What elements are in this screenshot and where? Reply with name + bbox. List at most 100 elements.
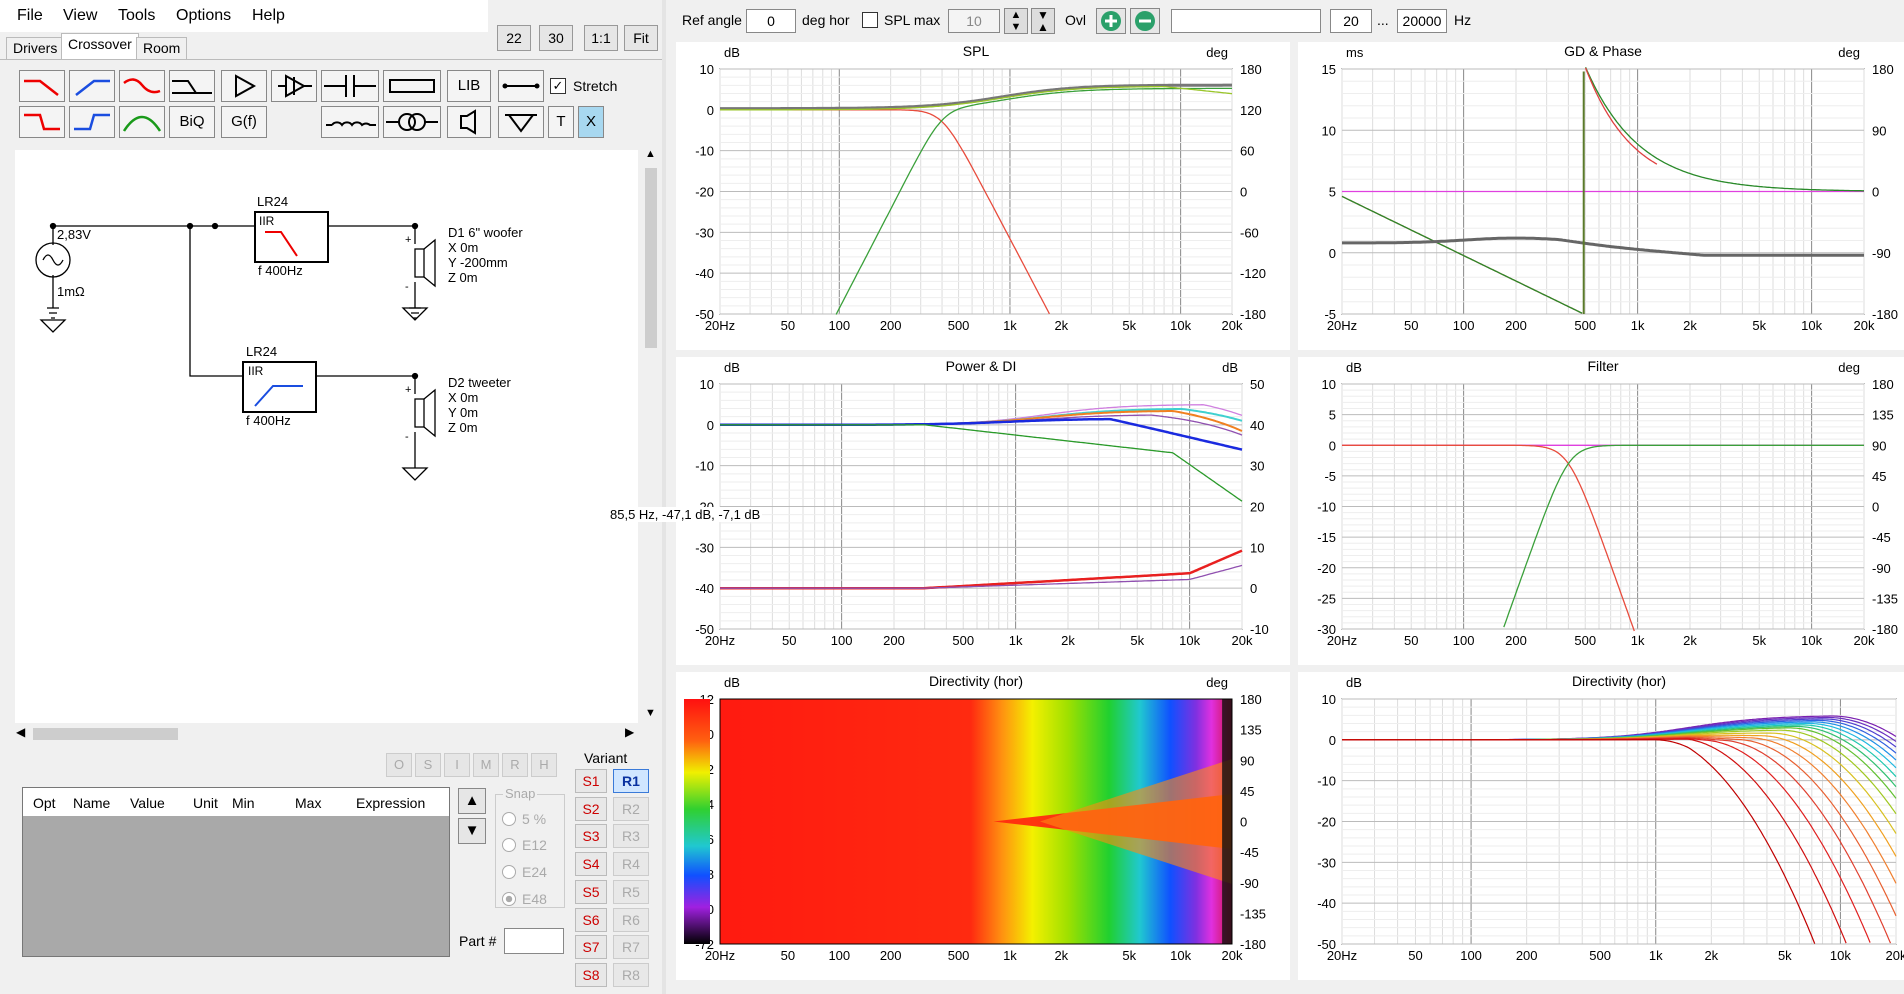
speaker-icon[interactable] (447, 106, 491, 138)
variant-s1-button[interactable]: S1 (575, 769, 607, 793)
zoom-fit-icon[interactable]: ▼ ▲ (1031, 8, 1055, 34)
biquad-button[interactable]: BiQ (169, 106, 215, 138)
resistor-icon[interactable] (383, 70, 441, 102)
opt-m-button[interactable]: M (473, 753, 499, 777)
library-button[interactable]: LIB (447, 70, 491, 102)
x-tick-label: 10k (1179, 633, 1200, 648)
vertical-scrollbar[interactable]: ▲ ▼ (642, 148, 660, 723)
variant-s7-button[interactable]: S7 (575, 935, 607, 960)
freq-min-input[interactable]: 20 (1330, 9, 1372, 33)
add-overlay-icon[interactable] (1096, 8, 1126, 34)
spl-graph[interactable]: 10 0 -10 -20 -30 -40 -50 180 120 60 0 -60 -120 -180 20… (676, 42, 1290, 350)
overlay-name-input[interactable] (1171, 9, 1321, 33)
variant-r6-button[interactable]: R6 (613, 907, 649, 932)
y-tick-label: -5 (1324, 307, 1336, 322)
variant-r1-button[interactable]: R1 (613, 769, 649, 793)
variant-s4-button[interactable]: S4 (575, 852, 607, 877)
spl-max-input[interactable]: 10 (948, 9, 1000, 33)
variant-s8-button[interactable]: S8 (575, 962, 607, 987)
menu-help[interactable]: Help (252, 7, 285, 24)
transformer-icon[interactable] (383, 106, 441, 138)
snap-e24-radio[interactable]: E24 (502, 864, 547, 880)
opt-s-button[interactable]: S (415, 753, 441, 777)
variant-r7-button[interactable]: R7 (613, 935, 649, 960)
y2-tick-label: 45 (1240, 784, 1254, 799)
view-30-button[interactable]: 30 (539, 25, 573, 51)
horizontal-scrollbar[interactable]: ◀ ▶ (15, 725, 640, 743)
menu-file[interactable]: File (17, 7, 43, 24)
remove-overlay-icon[interactable] (1130, 8, 1160, 34)
lowpass-curve-icon[interactable] (119, 70, 165, 102)
transfer-function-button[interactable]: G(f) (221, 106, 267, 138)
capacitor-icon[interactable] (321, 70, 379, 102)
tab-room[interactable]: Room (136, 37, 188, 59)
schematic-canvas[interactable]: + - + - 2,83V 1mΩ LR24 IIR f 400Hz LR24 … (15, 150, 640, 723)
filter2-freq[interactable]: f 400Hz (246, 413, 291, 428)
freq-max-input[interactable]: 20000 (1397, 9, 1447, 33)
opt-o-button[interactable]: O (386, 753, 412, 777)
graph-title: GD & Phase (1564, 43, 1642, 59)
y-tick-label: 10 (1322, 692, 1336, 707)
y-tick-label: 10 (700, 377, 714, 392)
lowpass-icon[interactable] (19, 70, 65, 102)
move-up-button[interactable]: ▲ (458, 788, 486, 814)
view-1to1-button[interactable]: 1:1 (584, 25, 618, 51)
filter1-freq[interactable]: f 400Hz (258, 263, 303, 278)
power-di-graph[interactable]: 100-10-20-30-40-5050403020100-1020Hz5010… (676, 357, 1290, 665)
variant-r3-button[interactable]: R3 (613, 824, 649, 849)
inductor-icon[interactable] (321, 106, 379, 138)
spl-max-checkbox[interactable] (862, 12, 878, 28)
directivity-curves-graph[interactable]: 10 0 -10 -20 -30 -40 -50 20Hz 50 100 200 500 1k 2k 5k 1… (1298, 672, 1904, 980)
variant-r4-button[interactable]: R4 (613, 852, 649, 877)
variant-r8-button[interactable]: R8 (613, 962, 649, 987)
y2-tick-label: 180 (1872, 377, 1894, 392)
variant-r5-button[interactable]: R5 (613, 879, 649, 904)
snap-5pct-radio[interactable]: 5 % (502, 811, 546, 827)
y2-tick-label: 10 (1250, 540, 1264, 555)
snap-e48-radio[interactable]: E48 (502, 891, 547, 907)
opt-i-button[interactable]: I (444, 753, 470, 777)
wire-icon[interactable] (498, 70, 544, 102)
variant-s6-button[interactable]: S6 (575, 907, 607, 932)
buffer-icon[interactable] (271, 70, 317, 102)
move-down-button[interactable]: ▼ (458, 818, 486, 844)
highpass-icon[interactable] (69, 70, 115, 102)
view-fit-button[interactable]: Fit (624, 25, 658, 51)
y-tick-label: -10 (695, 144, 714, 159)
variant-s2-button[interactable]: S2 (575, 796, 607, 821)
driver1-label[interactable]: D1 6" woofer X 0m Y -200mm Z 0m (448, 225, 523, 285)
view-22-button[interactable]: 22 (497, 25, 531, 51)
variant-s3-button[interactable]: S3 (575, 824, 607, 849)
variant-r2-button[interactable]: R2 (613, 796, 649, 821)
spl-spin-icon[interactable]: ▲ ▼ (1004, 8, 1028, 34)
stretch-checkbox[interactable]: ✓ (550, 78, 566, 94)
shelf-icon[interactable] (169, 70, 215, 102)
driver2-label[interactable]: D2 tweeter X 0m Y 0m Z 0m (448, 375, 511, 435)
ground-icon[interactable] (498, 106, 544, 138)
filter2-title: LR24 (246, 344, 278, 359)
menu-view[interactable]: View (63, 7, 98, 24)
menu-tools[interactable]: Tools (118, 7, 156, 24)
optimizer-table[interactable]: Opt Name Value Unit Min Max Expression (22, 787, 450, 957)
snap-e12-radio[interactable]: E12 (502, 837, 547, 853)
bandpass-icon[interactable] (119, 106, 165, 138)
y-tick-label: 10 (1322, 377, 1336, 392)
x-tick-label: 1k (1649, 948, 1663, 963)
ref-angle-input[interactable]: 0 (746, 9, 796, 33)
toggle-t-button[interactable]: T (548, 106, 574, 138)
lowpass2-icon[interactable] (19, 106, 65, 138)
part-input[interactable] (504, 928, 564, 954)
svg-text:-: - (405, 281, 409, 293)
gd-phase-graph[interactable]: 15 10 5 0 -5 180 90 0 -90 -180 20Hz 50 100 200 500 1k 2k… (1298, 42, 1904, 350)
tab-drivers[interactable]: Drivers (6, 37, 65, 59)
menu-options[interactable]: Options (176, 7, 232, 24)
toggle-x-button[interactable]: X (578, 106, 604, 138)
highpass2-icon[interactable] (69, 106, 115, 138)
opt-h-button[interactable]: H (531, 753, 557, 777)
opt-r-button[interactable]: R (502, 753, 528, 777)
directivity-heatmap[interactable]: 120-12-24-36-48-60-7218013590450-45-90-1… (676, 672, 1290, 980)
amplifier-icon[interactable] (221, 70, 267, 102)
tab-crossover[interactable]: Crossover (61, 33, 139, 59)
filter-graph[interactable]: 10 5 0 -5 -10 -15 -20 -25 -30 180 135 90 45 0 -45 -90 -1… (1298, 357, 1904, 665)
variant-s5-button[interactable]: S5 (575, 879, 607, 904)
